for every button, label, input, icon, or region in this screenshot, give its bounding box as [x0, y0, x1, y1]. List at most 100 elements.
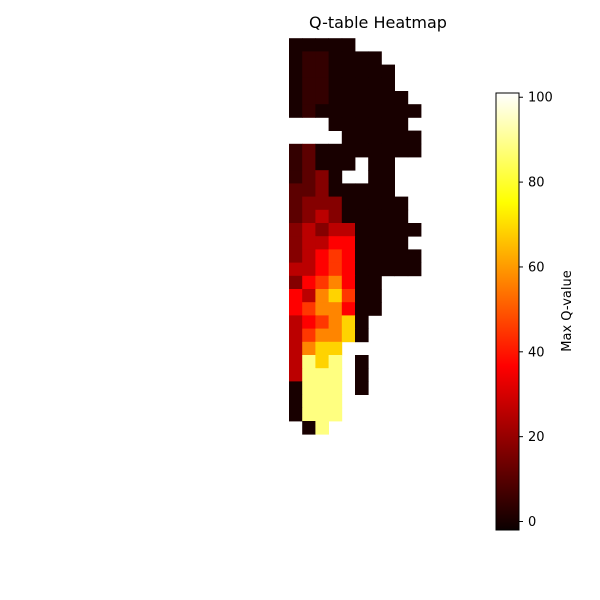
- heatmap-cell: [368, 117, 382, 131]
- heatmap-cell: [368, 64, 382, 79]
- heatmap-cell: [302, 355, 316, 369]
- heatmap-cell: [381, 223, 395, 237]
- heatmap-cell: [315, 289, 329, 303]
- heatmap-cell: [289, 249, 303, 263]
- heatmap-cell: [341, 143, 356, 158]
- heatmap-cell: [341, 328, 356, 343]
- heatmap-cell: [315, 157, 329, 171]
- heatmap-cell: [289, 368, 303, 382]
- heatmap-cell: [302, 328, 316, 343]
- heatmap-cell: [289, 394, 303, 409]
- colorbar-tick-label: 20: [528, 430, 545, 445]
- heatmap-cell: [368, 51, 382, 65]
- heatmap-cell: [302, 368, 316, 382]
- heatmap-cell: [355, 249, 369, 263]
- heatmap-cell: [289, 223, 303, 237]
- heatmap-cell: [302, 421, 316, 435]
- heatmap-cell: [289, 328, 303, 343]
- heatmap-cell: [368, 262, 382, 277]
- heatmap-cell: [289, 236, 303, 250]
- colorbar-tick-label: 100: [528, 91, 553, 106]
- heatmap-cell: [302, 275, 316, 290]
- heatmap-cell: [341, 130, 356, 145]
- heatmap-cell: [381, 77, 395, 92]
- colorbar-tick-label: 40: [528, 345, 545, 360]
- heatmap-cell: [355, 143, 369, 158]
- heatmap-cell: [328, 262, 343, 277]
- heatmap-cell: [381, 262, 395, 277]
- heatmap-cell: [315, 209, 329, 224]
- heatmap-cell: [368, 223, 382, 237]
- heatmap-cell: [394, 91, 409, 105]
- heatmap-cell: [302, 183, 316, 197]
- heatmap-cell: [341, 196, 356, 211]
- heatmap-cell: [355, 64, 369, 79]
- heatmap-cell: [341, 249, 356, 263]
- heatmap-cell: [315, 51, 329, 65]
- heatmap-cell: [381, 104, 395, 118]
- heatmap-cell: [289, 196, 303, 211]
- heatmap-cell: [407, 223, 422, 237]
- heatmap-cell: [315, 223, 329, 237]
- heatmap-cell: [302, 64, 316, 79]
- heatmap-cell: [341, 38, 356, 52]
- heatmap-cell: [381, 143, 395, 158]
- heatmap-cell: [289, 143, 303, 158]
- heatmap-cell: [302, 104, 316, 118]
- heatmap-cell: [355, 77, 369, 92]
- heatmap-cell: [302, 262, 316, 277]
- heatmap-cell: [315, 315, 329, 329]
- heatmap-cell: [368, 157, 382, 171]
- heatmap-cell: [315, 381, 329, 395]
- heatmap-cell: [381, 91, 395, 105]
- heatmap-cell: [407, 130, 422, 145]
- heatmap-cell: [394, 104, 409, 118]
- heatmap-cell: [315, 64, 329, 79]
- heatmap-cell: [315, 275, 329, 290]
- heatmap-cell: [341, 104, 356, 118]
- heatmap-cell: [355, 51, 369, 65]
- heatmap-cell: [394, 130, 409, 145]
- heatmap-cell: [381, 170, 395, 184]
- heatmap-cell: [289, 262, 303, 277]
- heatmap-cell: [302, 341, 316, 356]
- heatmap-cell: [394, 143, 409, 158]
- heatmap-cell: [381, 236, 395, 250]
- heatmap-cell: [328, 143, 343, 158]
- heatmap-cell: [328, 381, 343, 395]
- heatmap-cell: [394, 209, 409, 224]
- heatmap-cell: [407, 104, 422, 118]
- heatmap-cell: [315, 91, 329, 105]
- heatmap-cell: [407, 249, 422, 263]
- heatmap-cell: [328, 368, 343, 382]
- heatmap-cell: [315, 38, 329, 52]
- heatmap-cell: [289, 302, 303, 316]
- heatmap-cell: [368, 104, 382, 118]
- heatmap-cell: [328, 170, 343, 184]
- heatmap-cell: [368, 183, 382, 197]
- heatmap-grid: [289, 38, 422, 435]
- heatmap-cell: [289, 289, 303, 303]
- heatmap-cell: [355, 315, 369, 329]
- heatmap-cell: [341, 91, 356, 105]
- heatmap-cell: [302, 38, 316, 52]
- heatmap-cell: [328, 407, 343, 422]
- heatmap-cell: [341, 157, 356, 171]
- heatmap-cell: [302, 51, 316, 65]
- heatmap-cell: [381, 183, 395, 197]
- heatmap-cell: [302, 170, 316, 184]
- heatmap-cell: [302, 394, 316, 409]
- heatmap-cell: [302, 91, 316, 105]
- heatmap-cell: [355, 130, 369, 145]
- heatmap-cell: [315, 407, 329, 422]
- heatmap-cell: [368, 143, 382, 158]
- heatmap-cell: [341, 236, 356, 250]
- heatmap-cell: [355, 236, 369, 250]
- heatmap-cell: [394, 196, 409, 211]
- heatmap-cell: [355, 104, 369, 118]
- heatmap-cell: [289, 64, 303, 79]
- heatmap-cell: [394, 262, 409, 277]
- heatmap-cell: [328, 223, 343, 237]
- heatmap-cell: [328, 302, 343, 316]
- heatmap-cell: [355, 355, 369, 369]
